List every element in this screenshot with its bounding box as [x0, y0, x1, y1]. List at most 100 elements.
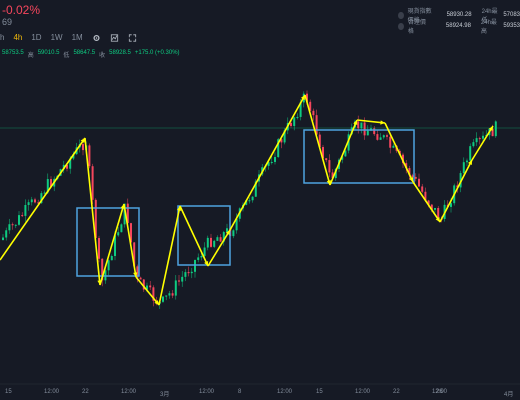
candle-body [405, 163, 408, 169]
candle-body [254, 181, 257, 197]
gear-icon[interactable] [92, 34, 101, 42]
candle-body [91, 166, 94, 200]
x-axis-tick-label: 12:00 [44, 389, 60, 395]
trend-arrow-line [179, 205, 209, 267]
candle-body [184, 272, 187, 277]
candle-body [203, 247, 206, 256]
candle-body [274, 157, 276, 162]
candle-body [418, 178, 420, 187]
trend-arrow-head [300, 95, 305, 100]
trend-arrow-head [133, 272, 138, 277]
x-axis-tick-label: 12:00 [432, 389, 448, 395]
candles-group [2, 90, 497, 309]
candle-body [162, 296, 164, 302]
x-axis-tick-label: 8 [238, 389, 242, 395]
candle-body [120, 224, 123, 233]
candle-body [318, 134, 321, 148]
candle-body [136, 266, 139, 278]
candle-body [309, 101, 312, 111]
trend-arrow-head [225, 230, 230, 235]
trend-arrow-line [84, 137, 101, 286]
candle-body [328, 160, 331, 173]
candle-body [171, 293, 174, 296]
trend-arrow-line [412, 181, 441, 223]
candle-body [114, 235, 116, 256]
candle-body [373, 128, 376, 135]
candle-body [165, 295, 168, 297]
candle-body [430, 204, 433, 210]
candle-body [462, 162, 465, 174]
timeframe-1d[interactable]: 1D [31, 33, 42, 42]
trend-arrow-line [99, 203, 125, 286]
candle-body [101, 258, 104, 281]
candle-body [8, 224, 11, 231]
x-axis-tick-label: 26 [436, 389, 443, 395]
candle-body [299, 102, 302, 117]
candle-body [414, 176, 417, 179]
trend-arrow-line [471, 125, 494, 161]
candle-body [334, 168, 337, 179]
ticker-row-mark-price: 合理價格 58924.98 24h最高 59353 [398, 17, 520, 35]
candle-body [344, 150, 347, 157]
candle-body [366, 130, 369, 136]
candle-body [315, 115, 318, 135]
trend-arrow-head [80, 138, 85, 143]
candle-body [69, 158, 72, 169]
x-axis-tick-label: 15 [5, 389, 12, 395]
candle-body [312, 110, 315, 116]
candle-body [478, 138, 481, 140]
candle-body [43, 192, 46, 194]
timeframe-4h[interactable]: 4h [13, 33, 23, 42]
x-axis-tick-label: 12:00 [277, 389, 293, 395]
expand-icon[interactable] [128, 33, 137, 42]
trend-arrow-head [435, 217, 440, 222]
candle-body [34, 199, 36, 203]
candle-body [14, 224, 17, 226]
candle-body [133, 242, 136, 267]
candle-body [421, 186, 424, 192]
indicator-icon[interactable] [110, 33, 119, 42]
timeframe-h[interactable]: h [0, 33, 5, 42]
candle-body [27, 202, 30, 205]
candle-body [411, 175, 414, 177]
trend-annotations [0, 94, 494, 306]
candle-body [245, 200, 248, 205]
candle-body [466, 160, 468, 163]
trend-arrow-line [384, 122, 414, 183]
trend-arrow-line [229, 94, 306, 231]
consolidation-box [177, 205, 231, 266]
candle-body [267, 162, 270, 166]
candle-body [50, 179, 52, 187]
candle-body [40, 193, 43, 204]
candle-body [206, 237, 209, 248]
candle-body [402, 154, 404, 164]
candle-body [18, 215, 20, 225]
trend-arrow-line [304, 94, 331, 186]
x-axis-tick-label: 15 [316, 389, 323, 395]
candle-body [482, 135, 484, 139]
candle-body [98, 238, 100, 259]
candle-body [181, 276, 184, 282]
candle-body [382, 135, 385, 138]
candle-body [226, 228, 228, 233]
candle-body [117, 232, 120, 236]
candle-body [168, 293, 171, 296]
candle-body [126, 203, 129, 224]
x-axis-tick-label: 22 [82, 389, 89, 395]
trend-arrow-line [329, 119, 358, 186]
timeframe-1m[interactable]: 1M [71, 33, 83, 42]
consolidation-box [76, 207, 140, 277]
candle-body [194, 259, 196, 272]
candle-body [248, 200, 251, 202]
candle-body [222, 232, 225, 242]
candle-body [347, 134, 350, 151]
timeframe-1w[interactable]: 1W [50, 33, 63, 42]
candle-body [232, 230, 235, 237]
candle-body [280, 139, 283, 143]
candle-body [5, 230, 8, 238]
candle-body [197, 257, 200, 260]
candle-body [357, 121, 360, 129]
ohlc-low: 58647.5 [73, 50, 96, 56]
trend-arrow-line [123, 203, 137, 278]
